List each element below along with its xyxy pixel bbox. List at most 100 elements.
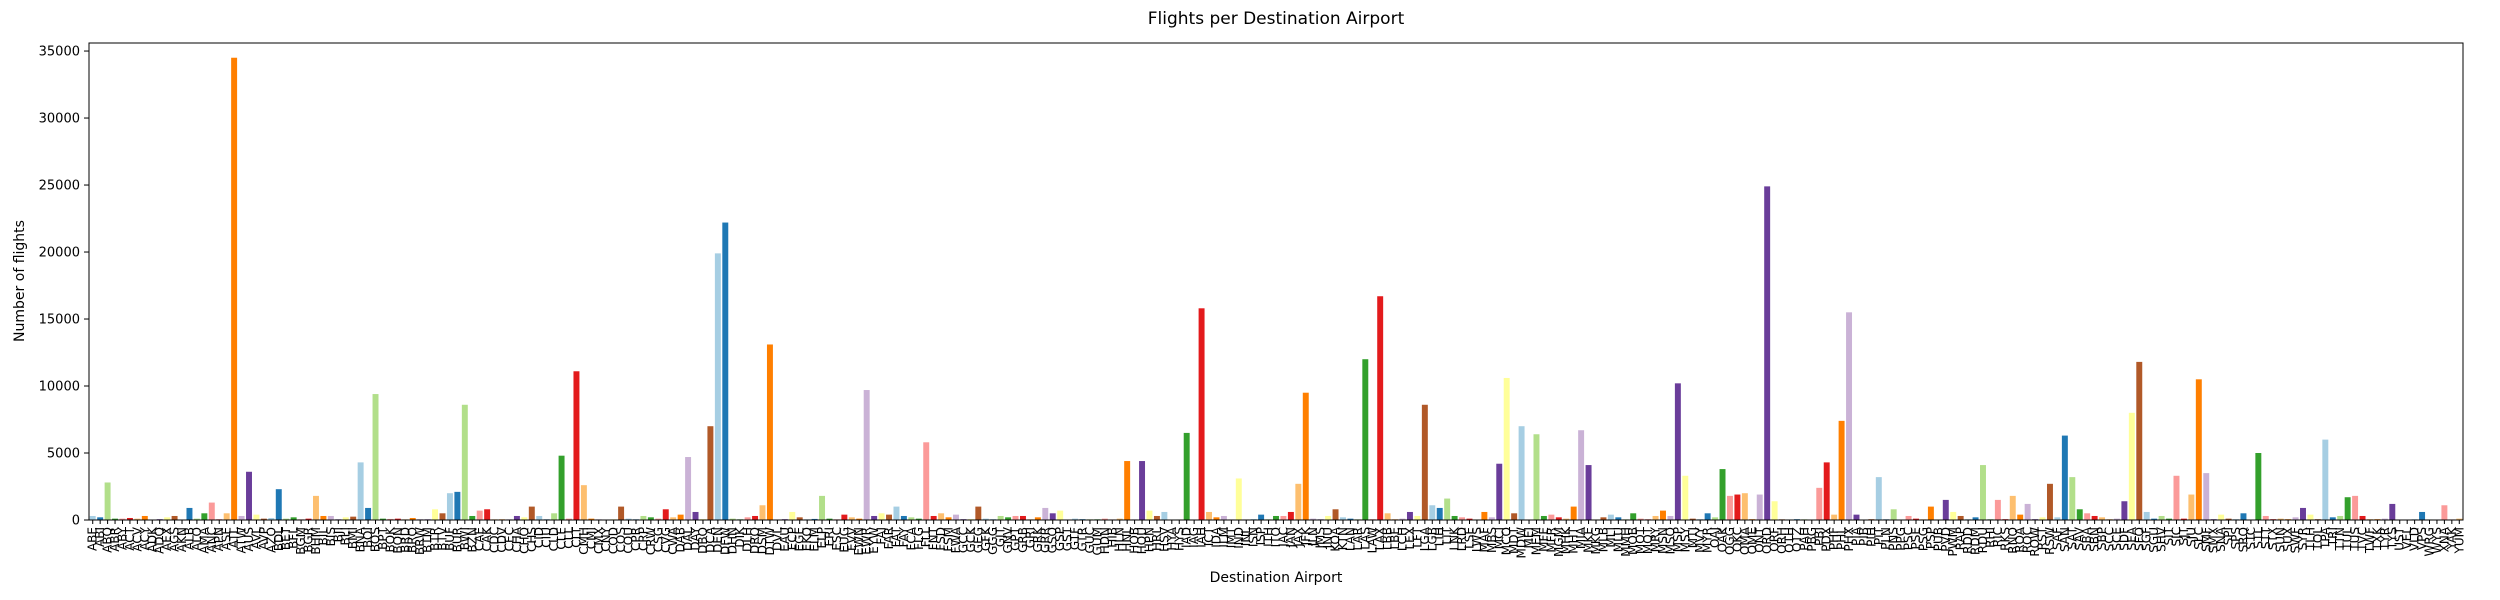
bar: [647, 517, 654, 520]
x-tick-label: STX: [2266, 527, 2280, 550]
x-tick-label: LIH: [1433, 527, 1447, 546]
x-tick-label: DSM: [756, 527, 770, 554]
x-tick-label: BNA: [354, 526, 368, 552]
x-tick-label: GRB: [1016, 527, 1030, 553]
x-tick-label: VLD: [2408, 527, 2422, 551]
y-tick-label: 30000: [39, 112, 80, 127]
x-tick-label: OKC: [1730, 527, 1744, 552]
x-tick-label: ILM: [1217, 527, 1231, 548]
bar: [1459, 517, 1466, 520]
bar: [707, 426, 714, 520]
bar: [1235, 478, 1242, 520]
x-tick-label: BLI: [339, 527, 353, 545]
x-tick-label: BQK: [383, 526, 397, 553]
x-tick-label: TPA: [2318, 526, 2332, 550]
x-tick-label: GTF: [1068, 527, 1082, 550]
x-tick-label: DAL: [681, 527, 695, 551]
bar: [1183, 432, 1190, 520]
x-tick-label: ACY: [138, 526, 152, 550]
bar: [655, 518, 662, 520]
x-tick-label: ASE: [220, 527, 234, 550]
bar: [1258, 514, 1265, 520]
x-tick-label: BTR: [428, 527, 442, 551]
x-tick-label: KOA: [1329, 526, 1343, 551]
x-tick-label: CID: [532, 527, 546, 548]
x-tick-label: BIL: [316, 527, 330, 546]
x-tick-label: IAH: [1195, 527, 1209, 548]
bar: [1116, 518, 1123, 520]
bar: [1034, 517, 1041, 520]
x-tick-label: STL: [2251, 527, 2265, 549]
x-tick-label: GUM: [1090, 527, 1104, 555]
bar: [290, 517, 297, 520]
bar: [2188, 494, 2195, 520]
x-tick-label: JAX: [1291, 527, 1305, 548]
bar: [1042, 507, 1049, 520]
x-tick-label: CHS: [525, 527, 539, 552]
x-tick-label: CIU: [540, 527, 554, 548]
bar: [342, 517, 349, 520]
x-tick-label: BIS: [324, 527, 338, 546]
x-tick-label: FCA: [904, 526, 918, 550]
x-tick-label: SGU: [2147, 527, 2161, 553]
bar: [1019, 515, 1026, 520]
x-tick-label: BRW: [413, 527, 427, 555]
bar: [752, 515, 759, 520]
bar: [1206, 511, 1212, 520]
bar: [1637, 518, 1644, 520]
bar: [1674, 383, 1681, 520]
bar: [1682, 475, 1689, 520]
x-tick-label: HYS: [1172, 527, 1186, 551]
x-tick-label: MRY: [1649, 526, 1663, 552]
x-tick-label: IMT: [1224, 526, 1238, 548]
bar: [1555, 517, 1562, 520]
x-tick-label: SCE: [2110, 527, 2124, 551]
bar: [573, 371, 580, 520]
x-tick-label: BGM: [294, 527, 308, 555]
x-tick-label: DBQ: [696, 527, 710, 554]
bar: [469, 515, 476, 520]
x-tick-label: HOB: [1128, 527, 1142, 554]
bar: [1503, 377, 1510, 520]
bar: [1295, 483, 1302, 520]
x-tick-label: SGF: [2140, 527, 2154, 551]
x-tick-label: ADQ: [153, 527, 167, 554]
x-tick-label: MLU: [1611, 527, 1625, 552]
x-tick-label: AKN: [175, 527, 189, 552]
bar: [89, 515, 96, 520]
x-tick-label: WRG: [2423, 527, 2437, 557]
y-axis-label: Number of flights: [12, 220, 28, 342]
x-tick-label: CMH: [577, 527, 591, 555]
bar: [1220, 515, 1227, 520]
bar: [2225, 518, 2232, 520]
bar: [1853, 514, 1860, 520]
bar: [1533, 434, 1540, 520]
bar: [1310, 518, 1317, 520]
bar: [856, 518, 863, 520]
x-axis-label: Destination Airport: [1210, 570, 1343, 586]
x-tick-label: APN: [212, 527, 226, 551]
bar: [900, 515, 907, 520]
x-tick-label: ABI: [93, 527, 107, 547]
x-tick-label: RAP: [1954, 527, 1968, 550]
x-tick-label: MLB: [1596, 527, 1610, 552]
bar: [1518, 426, 1525, 520]
bar: [1399, 518, 1406, 520]
x-tick-label: BOI: [361, 527, 375, 548]
x-tick-label: DIK: [733, 526, 747, 548]
bar: [1273, 515, 1279, 520]
bar: [1689, 518, 1696, 520]
x-tick-label: MTJ: [1686, 527, 1700, 548]
x-tick-label: GRI: [1023, 527, 1037, 548]
x-tick-label: FAY: [897, 526, 911, 547]
bar: [588, 518, 595, 520]
x-tick-label: CLL: [562, 527, 576, 549]
x-tick-label: TXK: [2370, 526, 2384, 552]
x-tick-label: MGM: [1552, 527, 1566, 557]
x-tick-label: IAG: [1187, 527, 1201, 548]
x-tick-label: MFR: [1544, 527, 1558, 553]
x-tick-label: ITO: [1269, 527, 1283, 547]
x-tick-label: MVY: [1693, 526, 1707, 553]
bar: [1347, 518, 1354, 520]
x-tick-label: BUF: [443, 527, 457, 551]
